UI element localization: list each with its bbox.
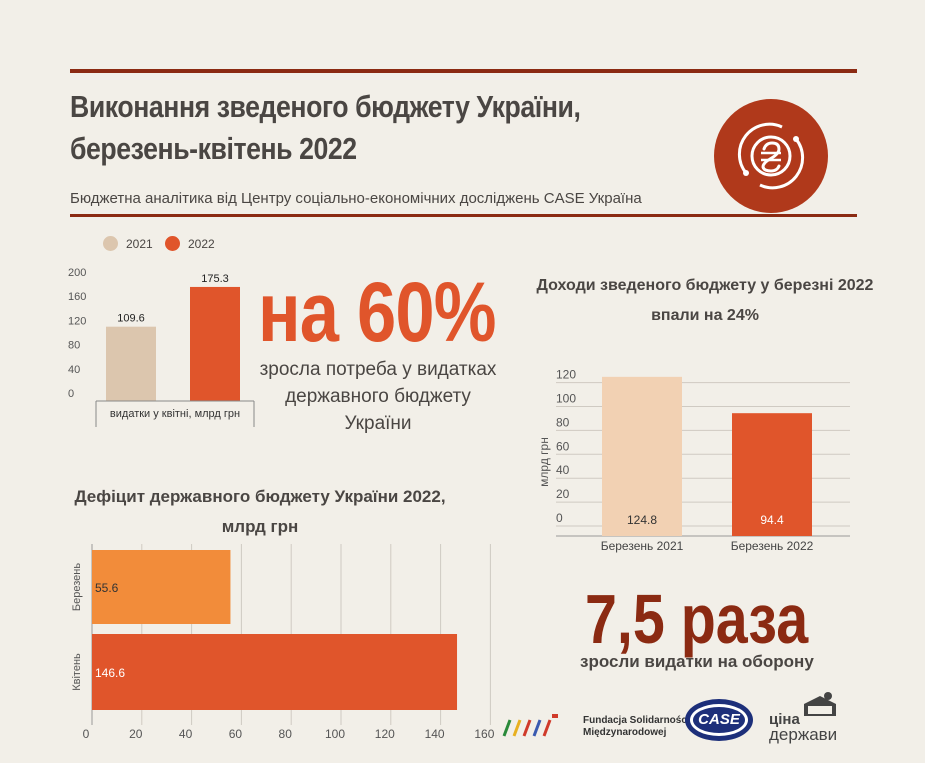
x-tick-label: 120: [375, 727, 395, 741]
legend-swatch-2021: [103, 236, 118, 251]
bar-berezen: [92, 550, 231, 624]
x-tick-label: 160: [474, 727, 494, 741]
case-logo: CASE: [684, 698, 754, 742]
y-tick-label: 120: [68, 315, 86, 327]
logo: [714, 99, 828, 213]
hryvnia-icon: [737, 122, 805, 190]
highlight-defense-value: 7,5 раза: [585, 580, 809, 658]
highlight-60-text: зросла потреба у видатках державного бюд…: [259, 359, 497, 434]
y-tick-label: 40: [68, 364, 80, 376]
bar-2021: [602, 376, 682, 536]
spending-chart: 0 40 80 120 160 200 109.6 175.3 видатки у квіт…: [68, 267, 255, 427]
case-logo-icon: [685, 699, 753, 741]
bar-2022: [190, 286, 240, 401]
y-tick-label: 60: [556, 439, 570, 453]
y-tick-label: 20: [556, 487, 570, 501]
y-tick-label: 120: [556, 368, 576, 382]
x-tick-label: 0: [83, 727, 90, 741]
legend-label-2021: 2021: [126, 237, 153, 251]
cina-derzhavy-logo: ціна держави: [769, 711, 838, 744]
top-rule: [70, 69, 857, 73]
x-tick-label: 40: [179, 727, 193, 741]
legend-label-2022: 2022: [188, 237, 215, 251]
y-tick-label: 0: [68, 388, 74, 400]
fundacja-logo-icon: [502, 714, 558, 737]
y-tick-label: 0: [556, 511, 563, 525]
bar-value-label: 175.3: [201, 273, 229, 285]
y-tick-label: Березень: [71, 563, 83, 611]
revenue-chart: 0 20 40 60 80 100 120 124.8 Березень 2021 94.4 Бе…: [537, 368, 850, 553]
highlight-60-value: на 60%: [258, 265, 496, 359]
x-tick-label: 20: [129, 727, 143, 741]
x-tick-label: Березень 2021: [601, 539, 684, 553]
bar-value-label: 109.6: [117, 313, 145, 325]
case-logo-text: CASE: [698, 711, 740, 728]
highlight-defense-text: зросли видатки на оборону: [580, 652, 814, 671]
y-tick-label: Квітень: [71, 653, 83, 691]
bar-value-label: 94.4: [760, 513, 784, 527]
header-rule: [70, 214, 857, 217]
x-tick-label: 140: [425, 727, 445, 741]
y-tick-label: 80: [68, 340, 80, 352]
x-tick-label: 60: [229, 727, 243, 741]
bar-value-label: 55.6: [95, 581, 119, 595]
fundacja-name: Fundacja Solidarności Międzynarodowej: [583, 715, 690, 738]
x-tick-label: 80: [279, 727, 293, 741]
cina-derzhavy-icon: [804, 692, 836, 716]
bar-kviten: [92, 634, 458, 710]
category-label: видатки у квітні, млрд грн: [110, 408, 240, 420]
deficit-chart-title: Дефіцит державного бюджету України 2022,…: [74, 487, 446, 536]
page-subtitle: Бюджетна аналітика від Центру соціально-…: [70, 190, 642, 207]
page-title: Виконання зведеного бюджету України, бер…: [70, 89, 581, 166]
x-tick-label: Березень 2022: [731, 539, 814, 553]
y-tick-label: 40: [556, 463, 570, 477]
y-tick-label: 100: [556, 392, 576, 406]
bar-value-label: 146.6: [95, 666, 125, 680]
y-tick-label: 80: [556, 415, 570, 429]
y-tick-label: 200: [68, 267, 86, 279]
bar-2021: [106, 326, 156, 401]
deficit-chart: 0 20 40 60 80 100 120 140 160 55.6 Березень 146.6 К…: [71, 544, 495, 741]
y-axis-label: млрд грн: [537, 437, 551, 487]
legend-swatch-2022: [165, 236, 180, 251]
y-tick-label: 160: [68, 291, 86, 303]
bar-2022: [732, 413, 812, 536]
x-tick-label: 100: [325, 727, 345, 741]
revenue-chart-title: Доходи зведеного бюджету у березні 2022 …: [536, 277, 874, 324]
bar-value-label: 124.8: [627, 513, 657, 527]
